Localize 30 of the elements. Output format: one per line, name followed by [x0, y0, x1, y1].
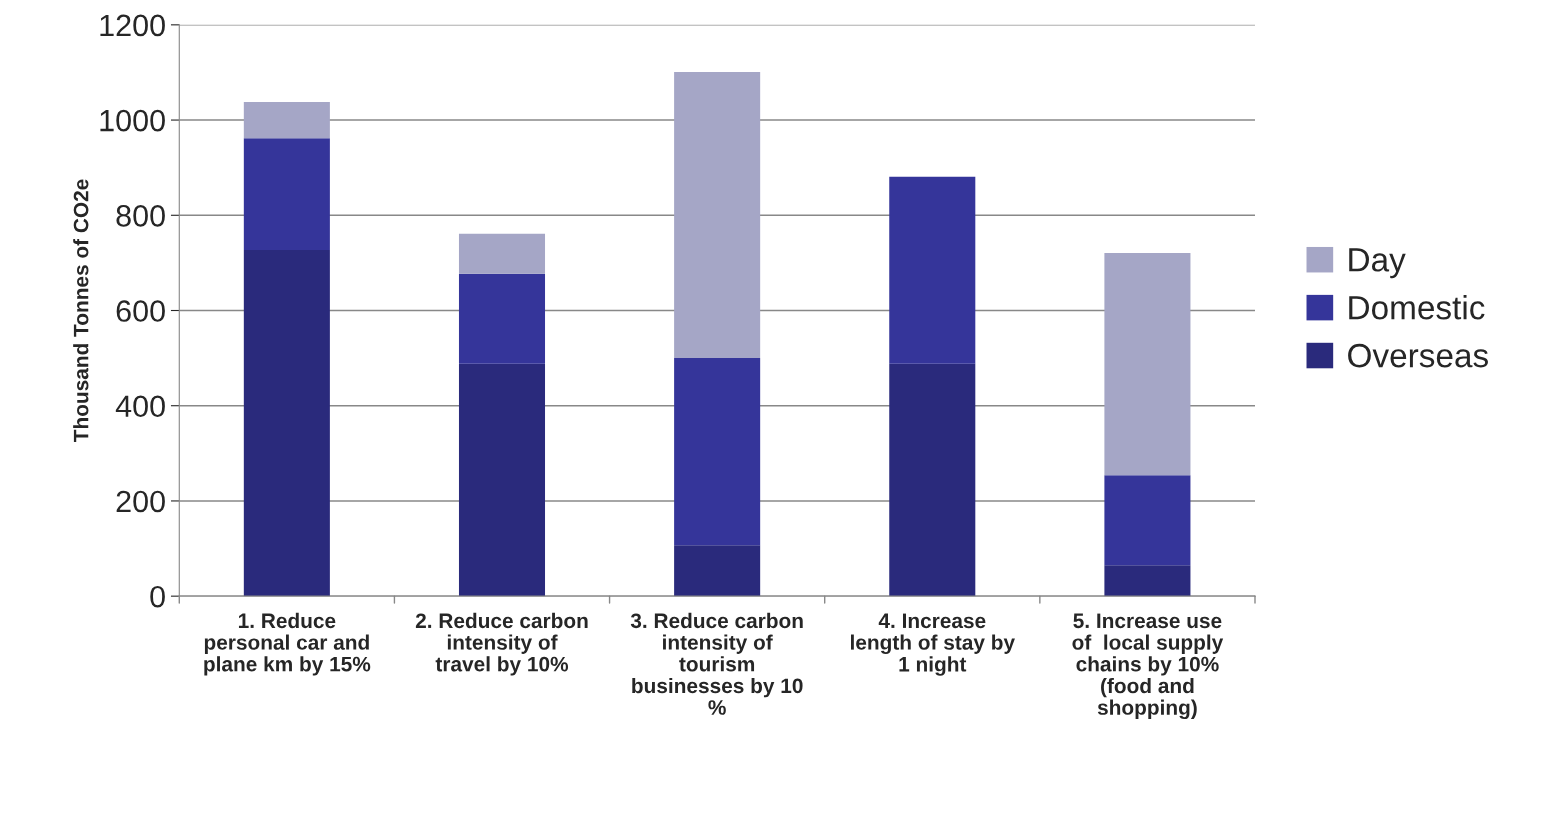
bar — [674, 71, 761, 359]
legend-label: Day — [1349, 248, 1406, 279]
y-tick-label: 200 — [116, 490, 165, 513]
bar — [458, 273, 546, 364]
y-axis-title: Thousand Tonnes of CO2e — [73, 179, 89, 443]
legend-label: Overseas — [1348, 343, 1488, 368]
bar — [674, 358, 761, 546]
y-tick-label: 400 — [115, 395, 165, 418]
y-tick-label: 0 — [150, 585, 165, 608]
bar — [1104, 475, 1191, 566]
x-tick-label: 1. Reduce personal car and plane km by 15% — [204, 612, 371, 676]
bar — [1104, 252, 1191, 476]
bar — [674, 545, 761, 597]
x-tick-label: 4. Increase length of stay by 1 night — [850, 613, 1015, 676]
legend-label: Domestic — [1349, 295, 1485, 320]
y-tick-label: 1200 — [100, 14, 165, 37]
x-tick-label: 5. Increase use of local supply chains by 10% (food and shopping) — [1072, 613, 1224, 720]
bar — [889, 363, 976, 597]
bar — [1104, 565, 1191, 597]
bar — [243, 250, 330, 597]
bar — [243, 138, 330, 251]
y-tick-label: 1000 — [100, 109, 165, 132]
bar — [243, 101, 330, 139]
x-tick-label: 2. Reduce carbon intensity of travel by 10% — [415, 612, 588, 676]
bar — [889, 176, 976, 364]
bar — [458, 233, 546, 274]
x-tick-label: 3. Reduce carbon intensity of tourism businesses by 10 % — [630, 612, 803, 715]
bar — [458, 363, 546, 597]
y-tick-label: 600 — [116, 300, 165, 322]
y-tick-label: 800 — [116, 205, 165, 227]
